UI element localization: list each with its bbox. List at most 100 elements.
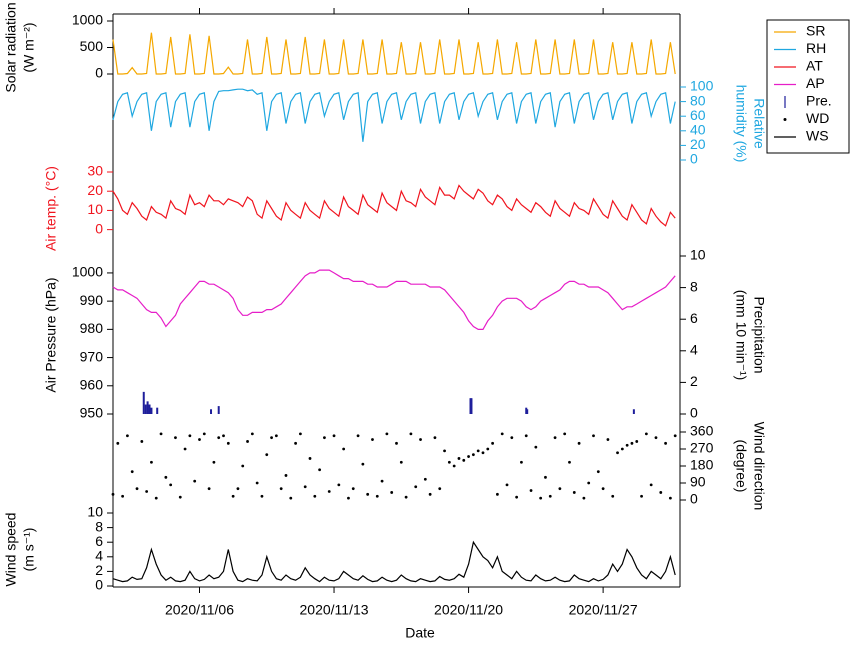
point [399, 460, 403, 464]
bar [210, 409, 213, 414]
bar [526, 409, 529, 414]
point [515, 495, 519, 499]
point [625, 443, 629, 447]
point [553, 436, 557, 440]
point [558, 487, 562, 491]
y-tick-label: 80 [690, 92, 706, 108]
point [611, 494, 615, 498]
y-tick-label: 0 [95, 220, 103, 236]
point [371, 438, 374, 441]
bar [470, 398, 473, 414]
point [294, 441, 297, 445]
point [462, 458, 466, 462]
point [250, 432, 254, 436]
point [178, 495, 182, 499]
point [274, 434, 278, 438]
point [491, 441, 495, 445]
point [284, 474, 288, 477]
legend-label: AP [806, 75, 825, 91]
y-tick-label: 360 [690, 423, 714, 439]
point [313, 494, 317, 498]
y-tick-label: 0 [95, 65, 103, 81]
point [279, 487, 283, 491]
y-tick-label: 0 [95, 577, 103, 593]
data-line [112, 184, 676, 227]
point [616, 451, 619, 455]
y-tick-label: 20 [690, 136, 706, 152]
y-tick-label: 8 [95, 518, 103, 534]
point [347, 496, 350, 500]
point [496, 492, 499, 496]
y-axis-title: Precipitation [751, 296, 767, 373]
point [572, 491, 576, 494]
point [649, 483, 653, 487]
y-axis-title: humidity (%) [733, 85, 749, 163]
y-axis-title: Air temp. (°C) [43, 166, 59, 251]
y-tick-label: 2 [95, 562, 103, 578]
point [159, 432, 163, 436]
point [260, 494, 264, 498]
point [193, 479, 197, 483]
point [332, 434, 336, 438]
point [375, 494, 379, 498]
point [289, 496, 293, 500]
point [423, 477, 427, 481]
point [318, 468, 322, 472]
y-tick-label: 960 [80, 376, 104, 392]
legend-label: Pre. [806, 93, 832, 109]
point [500, 432, 504, 436]
y-axis-title: Solar radiation [3, 2, 19, 92]
y-tick-label: 8 [690, 278, 698, 294]
point [640, 494, 643, 498]
point [409, 432, 413, 436]
point [303, 485, 307, 489]
bar [156, 407, 159, 414]
y-axis-title: (mm 10 min⁻¹) [733, 290, 749, 381]
y-tick-label: 10 [87, 201, 103, 217]
point [111, 492, 115, 496]
y-axis-title: Air Pressure (hPa) [43, 277, 59, 392]
y-tick-label: 30 [87, 163, 103, 179]
y-axis-title: Relative [751, 98, 767, 149]
point [241, 464, 245, 468]
point [121, 494, 125, 498]
point [428, 492, 432, 496]
point [510, 436, 514, 440]
data-line [112, 32, 676, 75]
legend-box [766, 19, 850, 154]
point [601, 487, 605, 491]
point [231, 494, 235, 498]
y-tick-label: 10 [87, 504, 103, 520]
point [404, 495, 408, 499]
point [202, 432, 206, 436]
y-tick-label: 0 [690, 491, 698, 507]
legend-label: SR [806, 23, 825, 39]
point [443, 449, 446, 453]
y-tick-label: 1000 [72, 12, 103, 28]
point [419, 438, 422, 441]
x-axis-title: Date [405, 625, 435, 641]
x-tick-label: 2020/11/06 [165, 602, 234, 618]
point [438, 487, 442, 491]
point [582, 496, 586, 500]
point [164, 475, 168, 479]
point [544, 475, 547, 479]
point [534, 445, 538, 449]
point [116, 441, 120, 445]
y-axis-title: (W m⁻²) [21, 22, 37, 72]
point [183, 447, 187, 451]
point [606, 438, 610, 441]
point [548, 494, 552, 498]
legend-label: RH [806, 40, 826, 56]
point [673, 434, 677, 438]
point [236, 487, 240, 491]
point [246, 440, 249, 443]
point [356, 434, 360, 438]
bar [144, 404, 147, 414]
y-tick-label: 500 [80, 38, 104, 54]
y-tick-label: 6 [690, 310, 698, 326]
bar [148, 404, 151, 414]
legend-label: WS [806, 128, 829, 144]
y-axis-title: Wind direction [751, 422, 767, 511]
point [481, 451, 485, 455]
